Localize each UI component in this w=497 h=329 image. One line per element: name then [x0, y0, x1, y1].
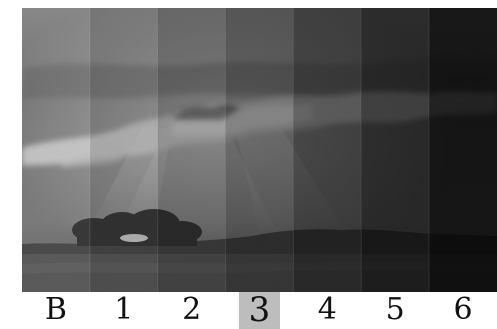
exposure-panel-3 — [225, 8, 294, 292]
exposure-panel-4 — [293, 8, 362, 292]
exposure-panel-6 — [429, 8, 497, 292]
label-6: 6 — [453, 292, 473, 327]
landscape-photo-svg — [22, 8, 497, 292]
landscape-photo — [22, 8, 497, 292]
exposure-panels — [89, 8, 497, 292]
label-2: 2 — [182, 292, 202, 327]
label-b: B — [44, 292, 67, 327]
label-4: 4 — [317, 292, 337, 327]
exposure-labels: B 1 2 3 4 5 6 — [22, 292, 497, 329]
exposure-panel-5 — [361, 8, 430, 292]
exposure-panel-2 — [157, 8, 227, 292]
label-3-selected: 3 — [226, 292, 294, 329]
exposure-panel-1 — [89, 8, 159, 292]
label-5: 5 — [385, 292, 405, 327]
label-1: 1 — [114, 292, 134, 327]
